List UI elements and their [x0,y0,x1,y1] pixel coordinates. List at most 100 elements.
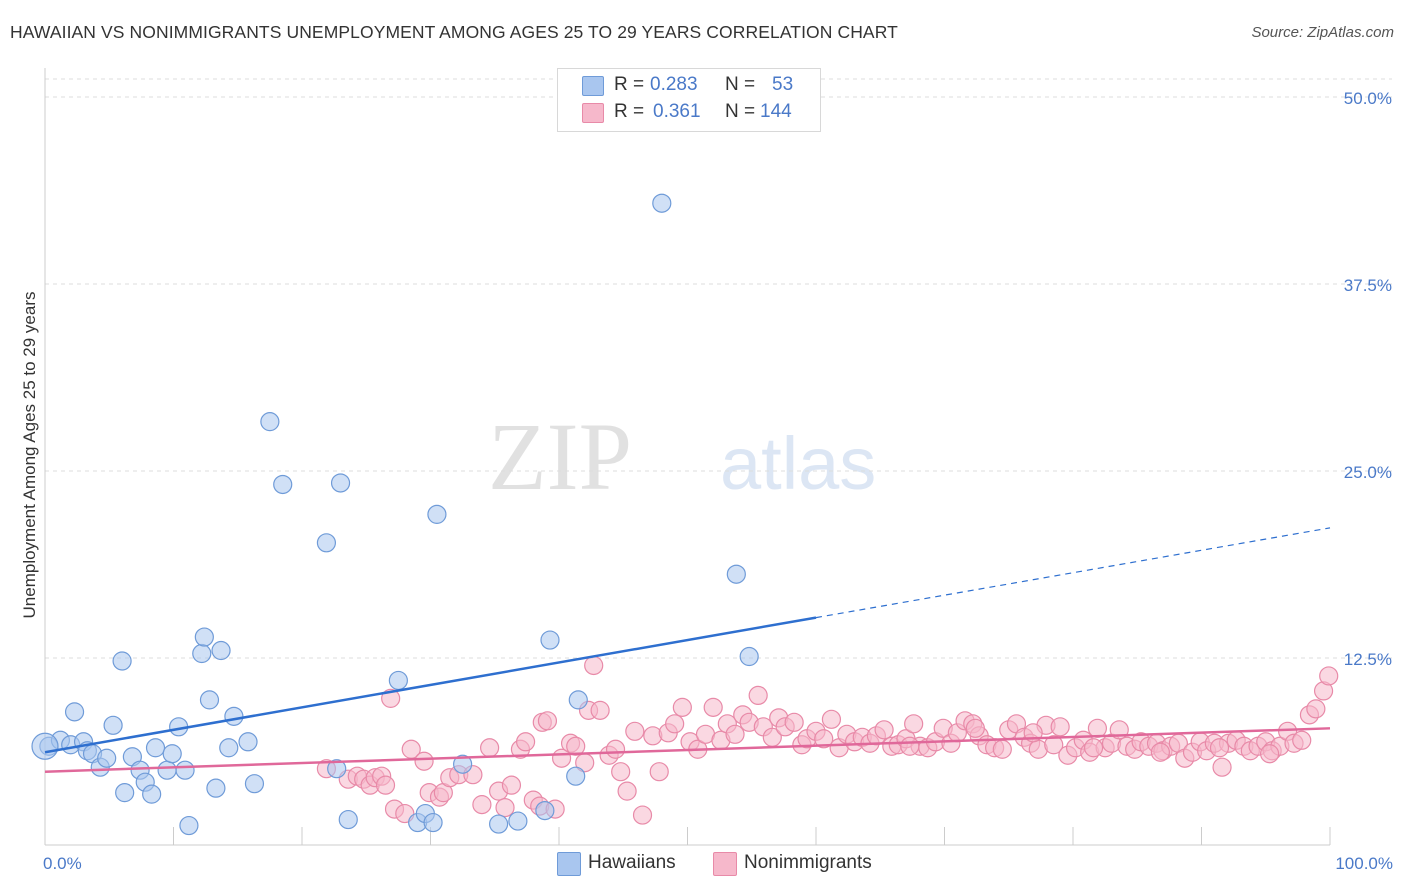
point-nonimmigrants [992,739,1012,759]
legend-n-value-hawaiians: 53 [772,74,794,95]
point-hawaiians [145,738,166,758]
point-nonimmigrants [414,751,434,771]
point-nonimmigrants [1150,742,1170,762]
watermark-zip: ZIP [488,403,632,510]
legend-n-value-nonimmigrants: 144 [760,101,792,122]
point-hawaiians [330,473,351,493]
point-nonimmigrants [515,732,536,752]
point-hawaiians [427,504,447,524]
x-tick-label-max: 100.0% [1335,854,1393,873]
legend-r-value-nonimmigrants: 0.361 [653,101,701,122]
point-hawaiians [64,702,85,722]
point-nonimmigrants [625,721,645,741]
y-tick-label: 25.0% [1344,463,1392,482]
point-nonimmigrants [501,775,522,795]
point-nonimmigrants [632,805,653,825]
legend-n-label: N = [725,101,756,122]
trend-line-nonimmigrants [44,727,1331,773]
point-hawaiians [566,766,586,786]
point-hawaiians [388,670,408,691]
legend-n-label: N = [725,74,756,95]
point-nonimmigrants [1212,757,1232,777]
point-hawaiians [508,811,528,831]
chart-title: HAWAIIAN VS NONIMMIGRANTS UNEMPLOYMENT A… [10,22,898,42]
bottom-legend-hawaiians: Hawaiians [557,852,697,876]
point-hawaiians [540,630,560,650]
point-nonimmigrants [584,655,604,676]
point-hawaiians [338,809,358,830]
grid-lines [45,78,1392,659]
point-nonimmigrants [480,738,500,758]
point-hawaiians [31,732,59,760]
bottom-legend-label-nonimmigrants: Nonimmigrants [744,852,872,873]
point-nonimmigrants [665,714,685,734]
point-hawaiians [192,643,212,664]
point-hawaiians [316,533,337,553]
point-nonimmigrants [566,736,586,756]
legend-swatch-nonimmigrants [582,103,604,123]
point-hawaiians [206,778,226,798]
y-tick-label: 37.5% [1344,276,1392,295]
point-nonimmigrants [537,711,558,731]
point-nonimmigrants [1209,738,1230,758]
legend-r-label: R = [614,74,645,95]
point-nonimmigrants [472,795,492,815]
point-hawaiians [652,193,672,213]
point-hawaiians [97,748,117,768]
point-hawaiians [103,715,123,735]
point-nonimmigrants [1087,718,1108,738]
series-nonimmigrants [316,655,1339,825]
legend-row-hawaiians: R = 0.283 N = 53 [558,73,820,99]
point-nonimmigrants [1319,666,1339,686]
point-nonimmigrants [748,685,768,706]
point-nonimmigrants [495,797,515,818]
series-hawaiians [31,193,759,836]
point-hawaiians [162,744,182,764]
axes [44,68,1331,846]
point-hawaiians [423,812,443,833]
point-hawaiians [224,706,244,726]
trend-line-hawaiians-extension [815,527,1331,619]
point-hawaiians [273,474,293,495]
point-hawaiians [726,564,746,584]
point-nonimmigrants [784,712,804,732]
x-tick-label-min: 0.0% [43,854,82,873]
point-hawaiians [739,646,759,667]
bottom-legend-label-hawaiians: Hawaiians [588,852,676,873]
point-hawaiians [238,732,258,752]
point-hawaiians [453,754,473,774]
source-label: Source: ZipAtlas.com [1251,24,1394,41]
point-hawaiians [219,738,239,758]
point-hawaiians [112,651,132,671]
y-axis-label: Unemployment Among Ages 25 to 29 years [20,291,39,619]
point-nonimmigrants [725,724,745,744]
y-tick-label: 50.0% [1344,89,1392,108]
point-hawaiians [211,640,231,661]
point-hawaiians [327,759,347,779]
point-hawaiians [194,627,214,647]
point-nonimmigrants [821,709,842,729]
legend-r-value-hawaiians: 0.283 [650,74,698,95]
watermark-atlas: atlas [720,422,876,505]
point-hawaiians [157,760,177,780]
point-hawaiians [244,774,265,794]
point-hawaiians [489,814,509,834]
legend-row-nonimmigrants: R = 0.361 N = 144 [558,100,820,126]
point-nonimmigrants [703,697,723,717]
point-nonimmigrants [617,781,637,801]
point-hawaiians [260,412,280,432]
point-nonimmigrants [1292,730,1312,750]
point-nonimmigrants [649,762,669,782]
point-nonimmigrants [904,714,924,734]
bottom-legend-nonimmigrants: Nonimmigrants [713,852,903,876]
point-nonimmigrants [900,736,920,756]
point-nonimmigrants [965,718,985,738]
bottom-legend-swatch-hawaiians [557,852,581,876]
bottom-legend-swatch-nonimmigrants [713,852,737,876]
point-hawaiians [535,800,555,821]
point-hawaiians [179,815,199,836]
point-nonimmigrants [590,700,610,720]
legend-box: R = 0.283 N = 53 R = 0.361 N = 144 [557,68,821,132]
y-tick-label: 12.5% [1344,650,1392,669]
